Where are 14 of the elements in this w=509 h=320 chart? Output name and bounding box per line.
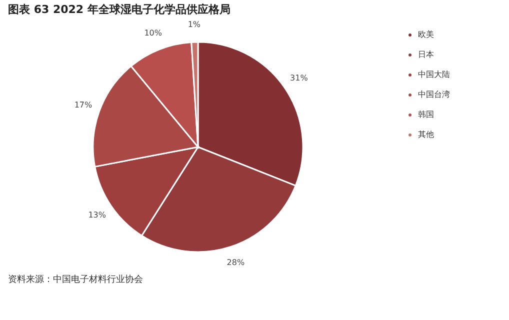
- data-label: 13%: [88, 210, 106, 220]
- legend-label: 日本: [418, 50, 434, 59]
- data-label: 17%: [74, 100, 92, 110]
- data-label: 31%: [290, 73, 308, 82]
- data-label: 1%: [188, 20, 201, 30]
- chart-title: 图表 63 2022 年全球湿电子化学品供应格局: [8, 3, 230, 16]
- legend-label: 中国大陆: [418, 70, 450, 79]
- text: 资料来源：中国电子材料行业协会: [8, 274, 143, 285]
- legend-label: 中国台湾: [418, 90, 450, 99]
- legend-label: 欧美: [418, 30, 434, 39]
- legend-label: 韩国: [418, 110, 434, 119]
- data-label: 10%: [144, 28, 162, 38]
- legend-label: 其他: [418, 130, 434, 139]
- data-label: 28%: [226, 258, 245, 268]
